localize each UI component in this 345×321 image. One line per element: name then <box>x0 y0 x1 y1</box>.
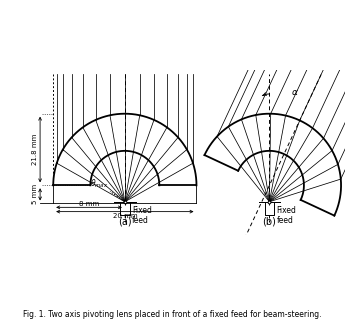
Text: 20 mm: 20 mm <box>112 213 137 219</box>
Text: Fixed
feed: Fixed feed <box>277 206 297 225</box>
Text: (b): (b) <box>263 217 276 227</box>
Text: 8 mm: 8 mm <box>79 201 99 207</box>
Text: Fig. 1. Two axis pivoting lens placed in front of a fixed feed for beam-steering: Fig. 1. Two axis pivoting lens placed in… <box>23 310 322 319</box>
Text: (a): (a) <box>118 217 132 227</box>
Text: 5 mm: 5 mm <box>32 184 38 204</box>
Text: 21.8 mm: 21.8 mm <box>32 134 38 165</box>
Text: $\alpha$: $\alpha$ <box>291 88 299 97</box>
Text: $\theta_{max}$: $\theta_{max}$ <box>90 178 108 190</box>
Text: Fixed
feed: Fixed feed <box>132 206 152 225</box>
